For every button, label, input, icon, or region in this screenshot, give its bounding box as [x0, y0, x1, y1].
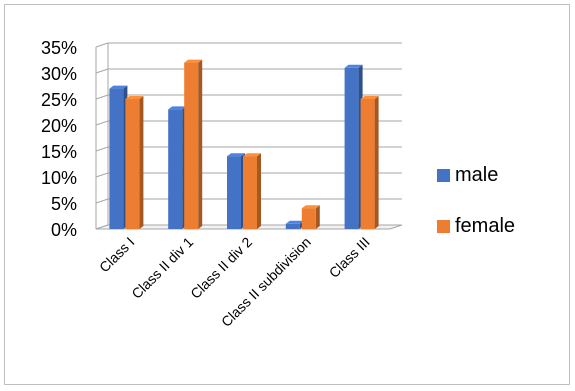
- bar-top: [360, 96, 379, 99]
- bar-top: [301, 205, 320, 209]
- legend-label-male: male: [455, 164, 498, 186]
- bar-male: [109, 85, 128, 229]
- bar-top: [285, 220, 304, 224]
- legend-swatch-female: [437, 220, 450, 233]
- y-tick-label: 15%: [41, 142, 77, 162]
- bar-front: [227, 156, 241, 229]
- category-label: Class I: [96, 234, 138, 276]
- y-tick-label: 25%: [41, 90, 77, 110]
- gridline-side: [95, 198, 109, 204]
- gridline-side: [95, 120, 109, 126]
- bar-top: [344, 64, 363, 68]
- bar-front: [125, 99, 140, 229]
- bar-female: [360, 96, 379, 229]
- bar-top: [227, 153, 245, 157]
- category-label: Class II div 1: [128, 234, 196, 302]
- bar-front: [285, 223, 300, 229]
- legend-label-female: female: [455, 215, 515, 237]
- bar-front: [360, 99, 375, 229]
- bar-top: [125, 96, 144, 99]
- category-label: Class III: [326, 234, 373, 281]
- bar-front: [344, 67, 359, 229]
- gridline-side: [95, 146, 109, 152]
- bar-male: [227, 153, 245, 229]
- bar-front: [243, 156, 257, 229]
- gridline-side: [95, 94, 109, 100]
- gridline-side: [95, 42, 109, 48]
- bar-top: [109, 85, 128, 89]
- y-tick-label: 10%: [41, 168, 77, 188]
- y-tick-label: 30%: [41, 64, 77, 84]
- bar-male: [285, 220, 304, 229]
- y-tick-label: 5%: [51, 194, 77, 214]
- gridline-side: [95, 68, 109, 74]
- bar-male: [168, 106, 187, 229]
- bar-female: [301, 205, 320, 229]
- bar-side: [257, 153, 261, 229]
- bar-front: [168, 109, 183, 229]
- bar-front: [184, 62, 199, 229]
- legend-swatch-male: [437, 169, 450, 182]
- bar-side: [139, 96, 144, 229]
- y-tick-label: 20%: [41, 116, 77, 136]
- y-tick-label: 35%: [41, 38, 77, 58]
- bar-female: [125, 96, 144, 229]
- bar-front: [109, 88, 124, 229]
- y-tick-label: 0%: [51, 220, 77, 240]
- bar-top: [243, 153, 261, 157]
- bar-male: [344, 64, 363, 229]
- bar-side: [198, 59, 203, 229]
- bar-front: [301, 208, 316, 229]
- bar-female: [184, 59, 203, 229]
- bar-top: [168, 106, 187, 110]
- bar-female: [243, 153, 261, 229]
- gridline-side: [95, 172, 109, 178]
- bar-side: [315, 205, 320, 229]
- bar-top: [184, 59, 203, 63]
- bar-side: [374, 96, 379, 229]
- chart-frame: 0% 5% 10% 15% 20% 25% 30% 35% Class I Class II di…: [4, 4, 570, 385]
